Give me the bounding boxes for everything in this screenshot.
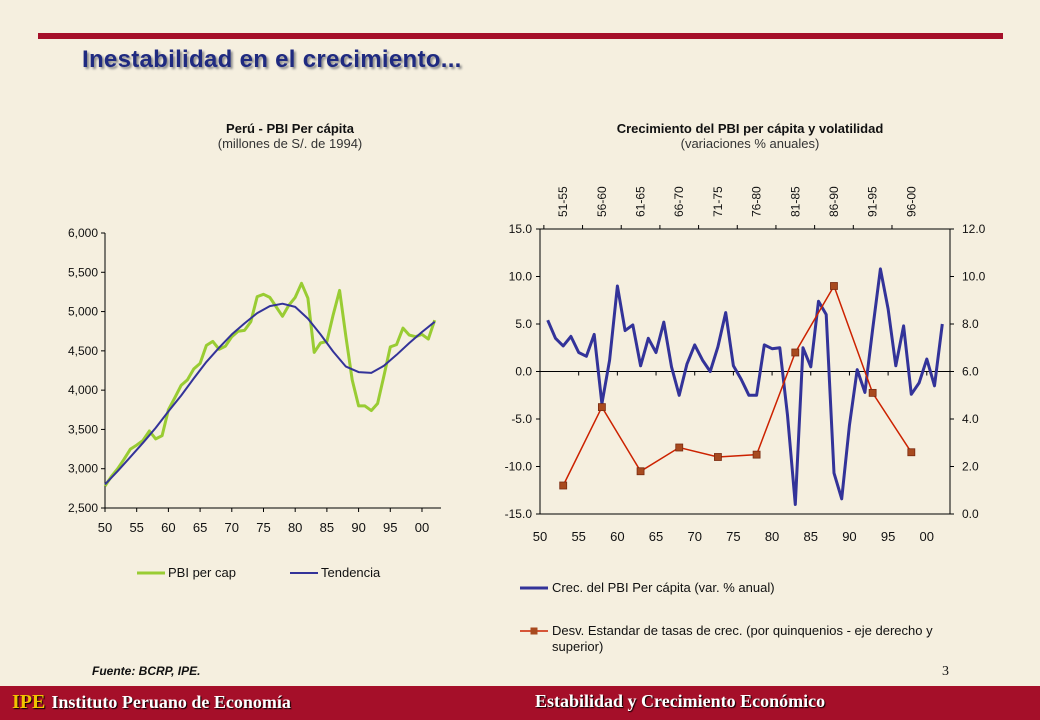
chart2-top-tick-label: 96-00 (904, 186, 918, 217)
chart2-x-tick-label: 90 (842, 529, 856, 544)
chart2-volatility-marker (675, 443, 684, 452)
chart2-legend-label-volatility-line1: Desv. Estandar de tasas de crec. (por qu… (552, 623, 933, 638)
page-title: Inestabilidad en el crecimiento... (82, 46, 462, 73)
chart2-x-tick-label: 65 (649, 529, 663, 544)
chart2-left-tick-label: -5.0 (511, 412, 532, 426)
chart2-top-tick-label: 71-75 (711, 186, 725, 217)
chart2-x-tick-label: 00 (920, 529, 934, 544)
chart2-volatility-marker (752, 450, 761, 459)
source-note: Fuente: BCRP, IPE. (92, 664, 201, 678)
chart2-volatility-marker (868, 388, 877, 397)
chart2-x-tick-label: 85 (804, 529, 818, 544)
chart2-x-tick-label: 80 (765, 529, 779, 544)
chart2-top-tick-label: 61-65 (634, 186, 648, 217)
chart1-series-pbi-per-cap (103, 281, 437, 487)
chart1-y-tick-label: 6,000 (68, 226, 98, 240)
chart1-y-tick-label: 4,000 (68, 383, 98, 397)
ipe-logo-text: IPE (12, 691, 46, 713)
chart2-top-tick-label: 81-85 (788, 186, 802, 217)
chart1-y-tick-label: 5,500 (68, 265, 98, 279)
chart2-title-block: Crecimiento del PBI per cápita y volatil… (540, 121, 960, 151)
footer-bar: IPE Instituto Peruano de Economía Estabil… (0, 686, 1040, 720)
chart2-right-tick-label: 4.0 (962, 412, 979, 426)
chart2-left-tick-label: 10.0 (509, 270, 533, 284)
chart1-x-tick-label: 55 (129, 520, 143, 535)
chart1-y-tick-label: 3,500 (68, 422, 98, 436)
chart1-x-tick-label: 00 (415, 520, 429, 535)
chart2-x-tick-label: 75 (726, 529, 740, 544)
chart2-series-growth (546, 267, 944, 506)
chart1-x-tick-label: 85 (320, 520, 334, 535)
chart2-series-volatility (562, 284, 912, 486)
chart1-x-tick-label: 80 (288, 520, 302, 535)
chart1-title-block: Perú - PBI Per cápita (millones de S/. d… (150, 121, 430, 151)
footer-institute: IPE Instituto Peruano de Economía (12, 691, 291, 714)
chart1-x-tick-label: 50 (98, 520, 112, 535)
chart2-title: Crecimiento del PBI per cápita y volatil… (616, 121, 884, 136)
chart2-volatility-marker (559, 481, 568, 490)
chart2-left-tick-label: 15.0 (509, 222, 533, 236)
chart2-x-tick-label: 60 (610, 529, 624, 544)
chart2-volatility-marker (636, 467, 645, 476)
chart2-top-tick-label: 91-95 (866, 186, 880, 217)
chart2-left-tick-label: -10.0 (505, 460, 533, 474)
chart2-right-tick-label: 2.0 (962, 460, 979, 474)
chart2-right-tick-label: 8.0 (962, 317, 979, 331)
chart2-left-tick-label: 5.0 (515, 317, 532, 331)
chart2-top-tick-label: 56-60 (595, 186, 609, 217)
chart2-top-tick-label: 86-90 (827, 186, 841, 217)
chart2-volatility-marker (597, 403, 606, 412)
chart2-right-tick-label: 0.0 (962, 507, 979, 521)
institute-name: Instituto Peruano de Economía (51, 692, 291, 712)
chart2-volatility-marker (714, 453, 722, 461)
chart2-right-tick-label: 10.0 (962, 270, 986, 284)
chart2-x-tick-label: 70 (687, 529, 701, 544)
chart2-x-tick-label: 95 (881, 529, 895, 544)
chart2-top-tick-label: 51-55 (556, 186, 570, 217)
chart2-top-tick-label: 76-80 (750, 186, 764, 217)
chart1-y-tick-label: 4,500 (68, 344, 98, 358)
chart2-subtitle: (variaciones % anuales) (680, 136, 820, 151)
chart1-x-tick-label: 95 (383, 520, 397, 535)
chart2-volatility-marker (791, 348, 800, 357)
chart2-left-tick-label: 0.0 (515, 365, 532, 379)
chart1-y-tick-label: 3,000 (68, 462, 98, 476)
chart2-volatility-marker (830, 282, 838, 290)
presentation-name: Estabilidad y Crecimiento Económico (535, 691, 826, 711)
chart2-x-tick-label: 50 (533, 529, 547, 544)
chart1-title: Perú - PBI Per cápita (226, 121, 354, 136)
chart2-legend-label-volatility-line2: superior) (552, 639, 603, 654)
chart2-left-tick-label: -15.0 (505, 507, 533, 521)
chart1-x-tick-label: 70 (225, 520, 239, 535)
chart2-right-tick-label: 6.0 (962, 365, 979, 379)
chart1-x-tick-label: 60 (161, 520, 175, 535)
chart1-series-tendencia (104, 302, 436, 486)
chart1-legend-label-pbi: PBI per cap (168, 565, 236, 580)
title-rule (38, 33, 1003, 39)
chart2-right-tick-label: 12.0 (962, 222, 986, 236)
chart2-legend-label-growth: Crec. del PBI Per cápita (var. % anual) (552, 580, 775, 595)
chart2-legend-marker-volatility (530, 627, 538, 635)
chart1-x-tick-label: 90 (351, 520, 365, 535)
chart2-x-tick-label: 55 (571, 529, 585, 544)
chart2-volatility-marker (907, 448, 916, 457)
page-number: 3 (942, 664, 949, 679)
chart1-legend-label-tendencia: Tendencia (321, 565, 381, 580)
chart1-y-tick-label: 2,500 (68, 501, 98, 515)
chart1-y-tick-label: 5,000 (68, 305, 98, 319)
chart2-top-tick-label: 66-70 (672, 186, 686, 217)
chart1-x-tick-label: 75 (256, 520, 270, 535)
chart1-subtitle: (millones de S/. de 1994) (217, 136, 363, 151)
chart1-x-tick-label: 65 (193, 520, 207, 535)
